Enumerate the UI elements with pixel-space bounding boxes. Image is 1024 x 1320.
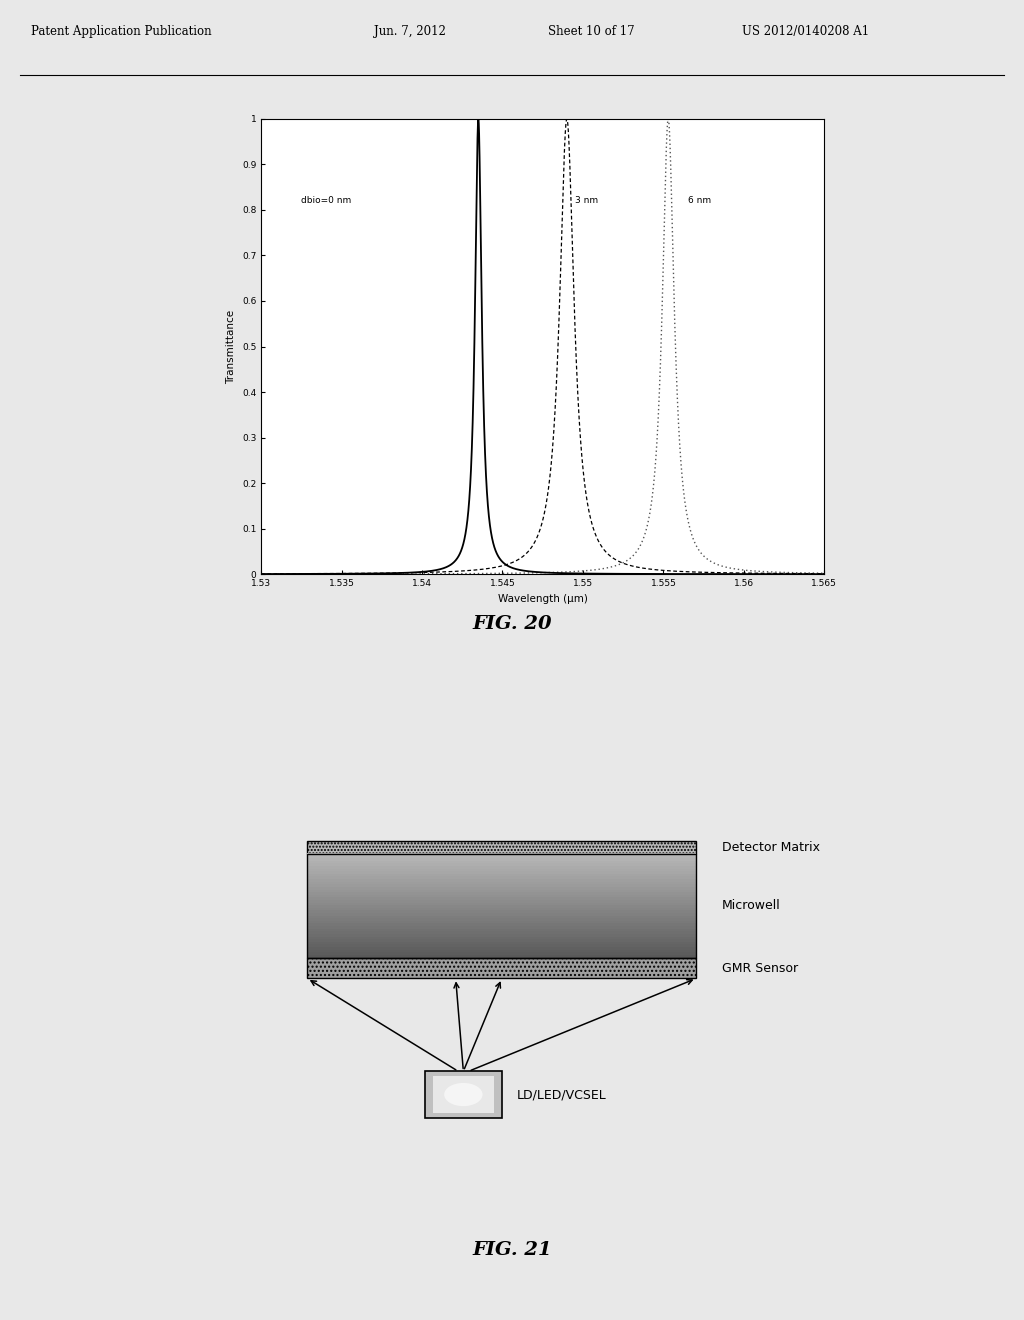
- Bar: [307, 935, 696, 937]
- Text: Patent Application Publication: Patent Application Publication: [31, 25, 211, 37]
- Bar: [307, 929, 696, 932]
- Bar: [307, 944, 696, 948]
- Bar: [307, 908, 696, 911]
- Text: dbio=0 nm: dbio=0 nm: [301, 197, 351, 206]
- Bar: [307, 876, 696, 879]
- Bar: [307, 954, 696, 958]
- Text: FIG. 21: FIG. 21: [472, 1241, 552, 1259]
- Bar: [307, 916, 696, 919]
- Bar: [307, 854, 696, 958]
- X-axis label: Wavelength (μm): Wavelength (μm): [498, 594, 588, 603]
- Ellipse shape: [444, 1082, 482, 1106]
- Bar: [307, 932, 696, 935]
- Bar: [307, 913, 696, 916]
- Bar: [307, 900, 696, 903]
- Bar: [307, 863, 696, 866]
- Text: Sheet 10 of 17: Sheet 10 of 17: [548, 25, 635, 37]
- Text: Microwell: Microwell: [722, 899, 780, 912]
- Bar: [307, 941, 696, 945]
- Bar: [307, 924, 696, 927]
- Bar: [307, 940, 696, 942]
- Bar: [307, 906, 696, 908]
- Text: 6 nm: 6 nm: [687, 197, 711, 206]
- Bar: [307, 958, 696, 978]
- Bar: [307, 895, 696, 898]
- Bar: [307, 858, 696, 862]
- Text: Jun. 7, 2012: Jun. 7, 2012: [374, 25, 445, 37]
- Text: 3 nm: 3 nm: [574, 197, 598, 206]
- Bar: [307, 879, 696, 882]
- Bar: [307, 874, 696, 876]
- Bar: [307, 866, 696, 869]
- Bar: [307, 869, 696, 871]
- Bar: [307, 861, 696, 865]
- Bar: [307, 927, 696, 929]
- Bar: [307, 921, 696, 924]
- Bar: [307, 911, 696, 913]
- Bar: [307, 892, 696, 895]
- Bar: [307, 946, 696, 950]
- Bar: [307, 853, 696, 857]
- Bar: [307, 841, 696, 854]
- Text: FIG. 20: FIG. 20: [472, 615, 552, 634]
- Bar: [307, 898, 696, 900]
- Bar: [307, 937, 696, 940]
- Bar: [425, 1072, 502, 1118]
- Bar: [307, 919, 696, 921]
- Bar: [307, 884, 696, 887]
- Bar: [307, 887, 696, 890]
- Bar: [433, 1076, 494, 1113]
- Bar: [307, 952, 696, 956]
- Text: LD/LED/VCSEL: LD/LED/VCSEL: [517, 1088, 607, 1101]
- Bar: [307, 855, 696, 859]
- Bar: [307, 903, 696, 906]
- Bar: [307, 890, 696, 892]
- Bar: [307, 871, 696, 874]
- Bar: [307, 949, 696, 953]
- Text: GMR Sensor: GMR Sensor: [722, 962, 798, 974]
- Y-axis label: Transmittance: Transmittance: [226, 309, 237, 384]
- Bar: [307, 882, 696, 884]
- Text: US 2012/0140208 A1: US 2012/0140208 A1: [742, 25, 869, 37]
- Text: Detector Matrix: Detector Matrix: [722, 841, 820, 854]
